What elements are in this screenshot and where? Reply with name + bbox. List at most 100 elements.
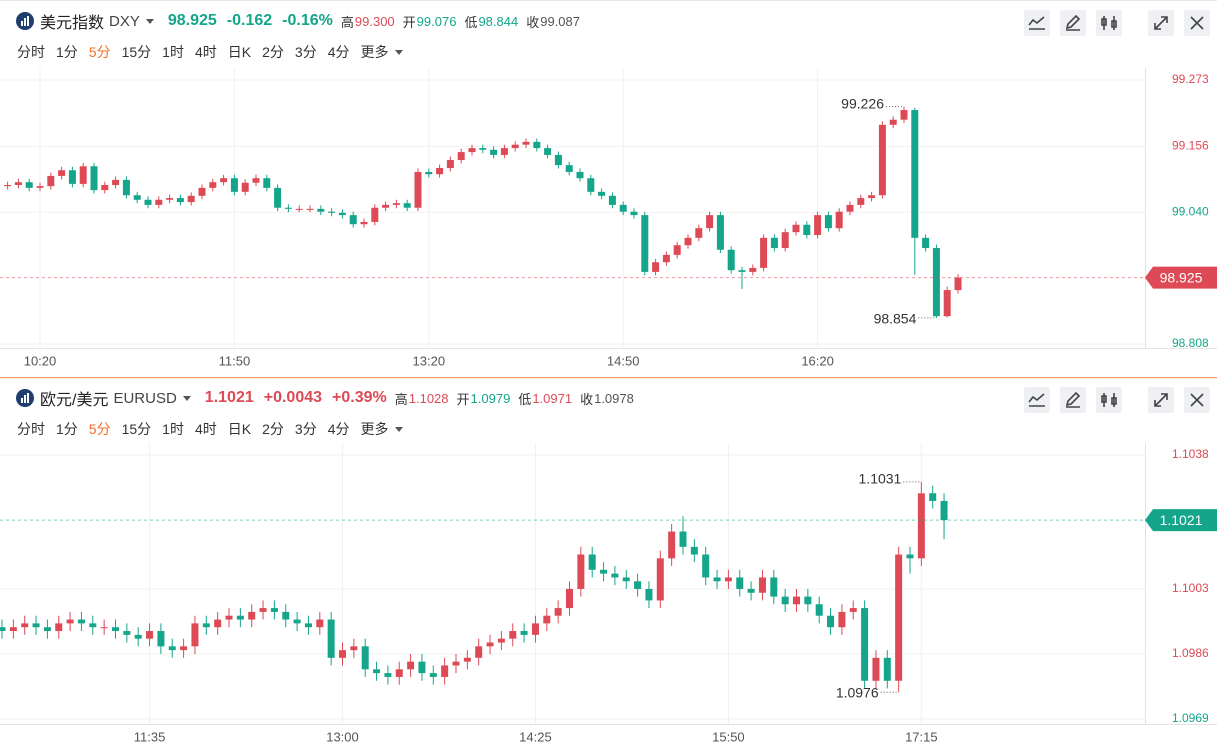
period-option[interactable]: 1时 bbox=[162, 44, 184, 60]
candle-body bbox=[349, 215, 357, 225]
chart-panel: 10:20 11:50 13:20 14:50 16:20 99.273 99.156 99.… bbox=[0, 0, 1217, 368]
candle-body bbox=[209, 182, 217, 188]
period-option[interactable]: 更多 bbox=[360, 421, 389, 437]
last-price-tag bbox=[1145, 509, 1217, 532]
period-option[interactable]: 4分 bbox=[327, 421, 350, 437]
tool-button[interactable] bbox=[1184, 387, 1210, 413]
candle-body bbox=[497, 638, 505, 643]
candle-body bbox=[157, 631, 165, 647]
plot: 10:20 11:50 13:20 14:50 16:20 99.273 99.156 99.… bbox=[0, 0, 1217, 368]
button-glyph bbox=[1190, 393, 1204, 407]
candle-body bbox=[702, 554, 710, 578]
candle-body bbox=[43, 627, 51, 632]
period-option[interactable]: 1分 bbox=[56, 421, 78, 437]
candle-body bbox=[486, 642, 494, 647]
candle-body bbox=[849, 608, 857, 612]
symbol-name: 美元指数 bbox=[40, 15, 105, 32]
candle-body bbox=[327, 619, 335, 658]
symbol-icon bbox=[16, 389, 34, 407]
candle-body bbox=[214, 619, 222, 628]
period-option[interactable]: 2分 bbox=[262, 421, 284, 437]
candle-body bbox=[900, 110, 908, 120]
candle-body bbox=[738, 270, 746, 272]
candle-body bbox=[781, 596, 789, 605]
stat-value: 98.844 bbox=[478, 13, 519, 29]
candle-body bbox=[815, 604, 823, 616]
period-option[interactable]: 日K bbox=[227, 44, 252, 60]
candle-body bbox=[543, 615, 551, 624]
period-option[interactable]: 15分 bbox=[121, 44, 152, 60]
tool-button[interactable] bbox=[1096, 387, 1122, 413]
stat-value: 99.300 bbox=[354, 13, 395, 29]
button-glyph bbox=[1190, 16, 1204, 30]
tool-button[interactable] bbox=[1184, 10, 1210, 36]
candle-body bbox=[906, 554, 914, 559]
period-option[interactable]: 1时 bbox=[162, 421, 184, 437]
candle-body bbox=[68, 170, 76, 184]
tool-button[interactable] bbox=[1148, 387, 1174, 413]
candle-body bbox=[441, 665, 449, 677]
symbol-code: EURUSD bbox=[113, 389, 177, 407]
x-tick-label: 15:50 bbox=[712, 729, 745, 744]
candle-body bbox=[803, 224, 811, 235]
period-option[interactable]: 3分 bbox=[294, 421, 317, 437]
tool-button[interactable] bbox=[1060, 387, 1086, 413]
candle-body bbox=[436, 167, 444, 175]
period-option[interactable]: 4分 bbox=[327, 44, 350, 60]
candle-body bbox=[895, 554, 903, 681]
candle-body bbox=[89, 623, 97, 628]
candle-body bbox=[176, 198, 184, 203]
plot: 11:35 13:00 14:25 15:50 17:15 1.1038 1.1003 1.0… bbox=[0, 377, 1217, 744]
candle-body bbox=[452, 661, 460, 666]
candle-body bbox=[55, 623, 63, 632]
y-tick-label: 99.040 bbox=[1172, 204, 1209, 218]
candle-body bbox=[25, 182, 33, 188]
tool-button[interactable] bbox=[1148, 10, 1174, 36]
y-tick-label: 99.273 bbox=[1172, 72, 1209, 86]
candle-body bbox=[360, 221, 368, 225]
candle-body bbox=[361, 646, 369, 670]
candle-body bbox=[475, 646, 483, 658]
candle-body bbox=[14, 182, 22, 186]
period-option[interactable]: 日K bbox=[227, 421, 252, 437]
tool-button[interactable] bbox=[1024, 387, 1050, 413]
candle-body bbox=[758, 577, 766, 593]
period-option[interactable]: 5分 bbox=[88, 44, 111, 60]
candle-body bbox=[619, 204, 627, 212]
caret bbox=[394, 50, 403, 55]
candle-body bbox=[407, 661, 415, 670]
period-option[interactable]: 4时 bbox=[194, 421, 217, 437]
period-option[interactable]: 15分 bbox=[121, 421, 152, 437]
tool-button[interactable] bbox=[1060, 10, 1086, 36]
candle-body bbox=[241, 182, 249, 192]
candle-body bbox=[932, 248, 940, 317]
last-price-label: 98.925 bbox=[1160, 269, 1203, 285]
icon-bar bbox=[21, 21, 23, 26]
period-option[interactable]: 分时 bbox=[17, 421, 45, 437]
candle-body bbox=[282, 611, 290, 620]
candle-body bbox=[66, 619, 74, 624]
extreme-label: 98.854 bbox=[874, 310, 917, 326]
candle-body bbox=[403, 203, 411, 208]
period-option[interactable]: 2分 bbox=[262, 44, 284, 60]
stat-value: 99.087 bbox=[540, 13, 580, 29]
period-option[interactable]: 1分 bbox=[56, 44, 78, 60]
period-option[interactable]: 3分 bbox=[294, 44, 317, 60]
x-tick-label: 11:35 bbox=[134, 729, 166, 744]
candle-body bbox=[804, 596, 812, 605]
period-option[interactable]: 4时 bbox=[194, 44, 217, 60]
tool-button[interactable] bbox=[1024, 10, 1050, 36]
candle-body bbox=[198, 187, 206, 196]
icon-bar bbox=[27, 16, 29, 26]
caret bbox=[182, 396, 191, 401]
stat-label: 收 bbox=[526, 14, 540, 30]
period-option[interactable]: 5分 bbox=[88, 421, 111, 437]
candle-body bbox=[878, 124, 886, 196]
period-option[interactable]: 更多 bbox=[360, 44, 389, 60]
x-tick-label: 14:25 bbox=[519, 729, 552, 744]
tool-button[interactable] bbox=[1096, 10, 1122, 36]
candle-body bbox=[684, 237, 692, 246]
icon-bar bbox=[24, 18, 26, 26]
period-option[interactable]: 分时 bbox=[17, 44, 45, 60]
